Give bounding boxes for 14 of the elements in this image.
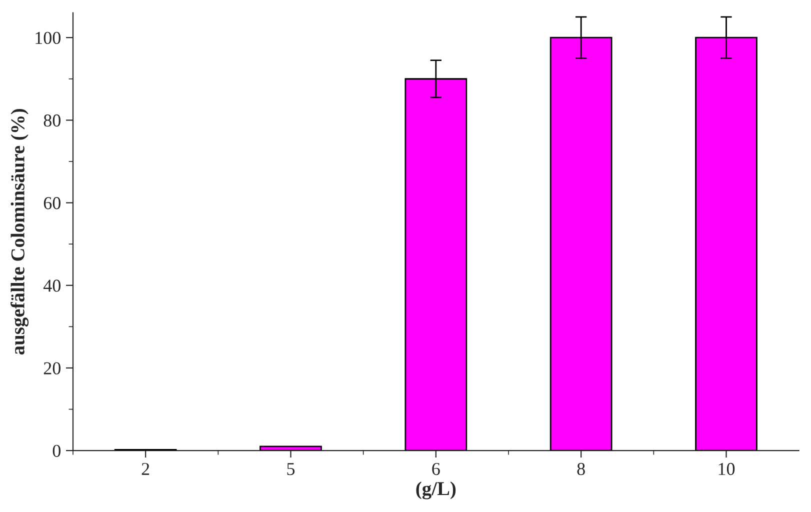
bar [260, 446, 322, 451]
x-axis-title: (g/L) [416, 482, 456, 500]
x-tick-label: 6 [432, 462, 440, 476]
y-tick-label: 0 [52, 444, 60, 457]
x-tick-label: 2 [142, 462, 150, 475]
y-tick-label: 20 [44, 362, 60, 374]
y-tick-label: 60 [44, 197, 60, 210]
y-tick-label: 40 [43, 280, 60, 292]
y-tick-label: 80 [44, 114, 60, 127]
x-tick-label: 8 [577, 462, 585, 476]
x-tick-label: 5 [287, 463, 295, 476]
y-axis-title: ausgefällte Colominsäure (%) [10, 109, 29, 355]
y-tick-label: 100 [36, 32, 60, 44]
x-tick-label: 10 [718, 462, 735, 476]
